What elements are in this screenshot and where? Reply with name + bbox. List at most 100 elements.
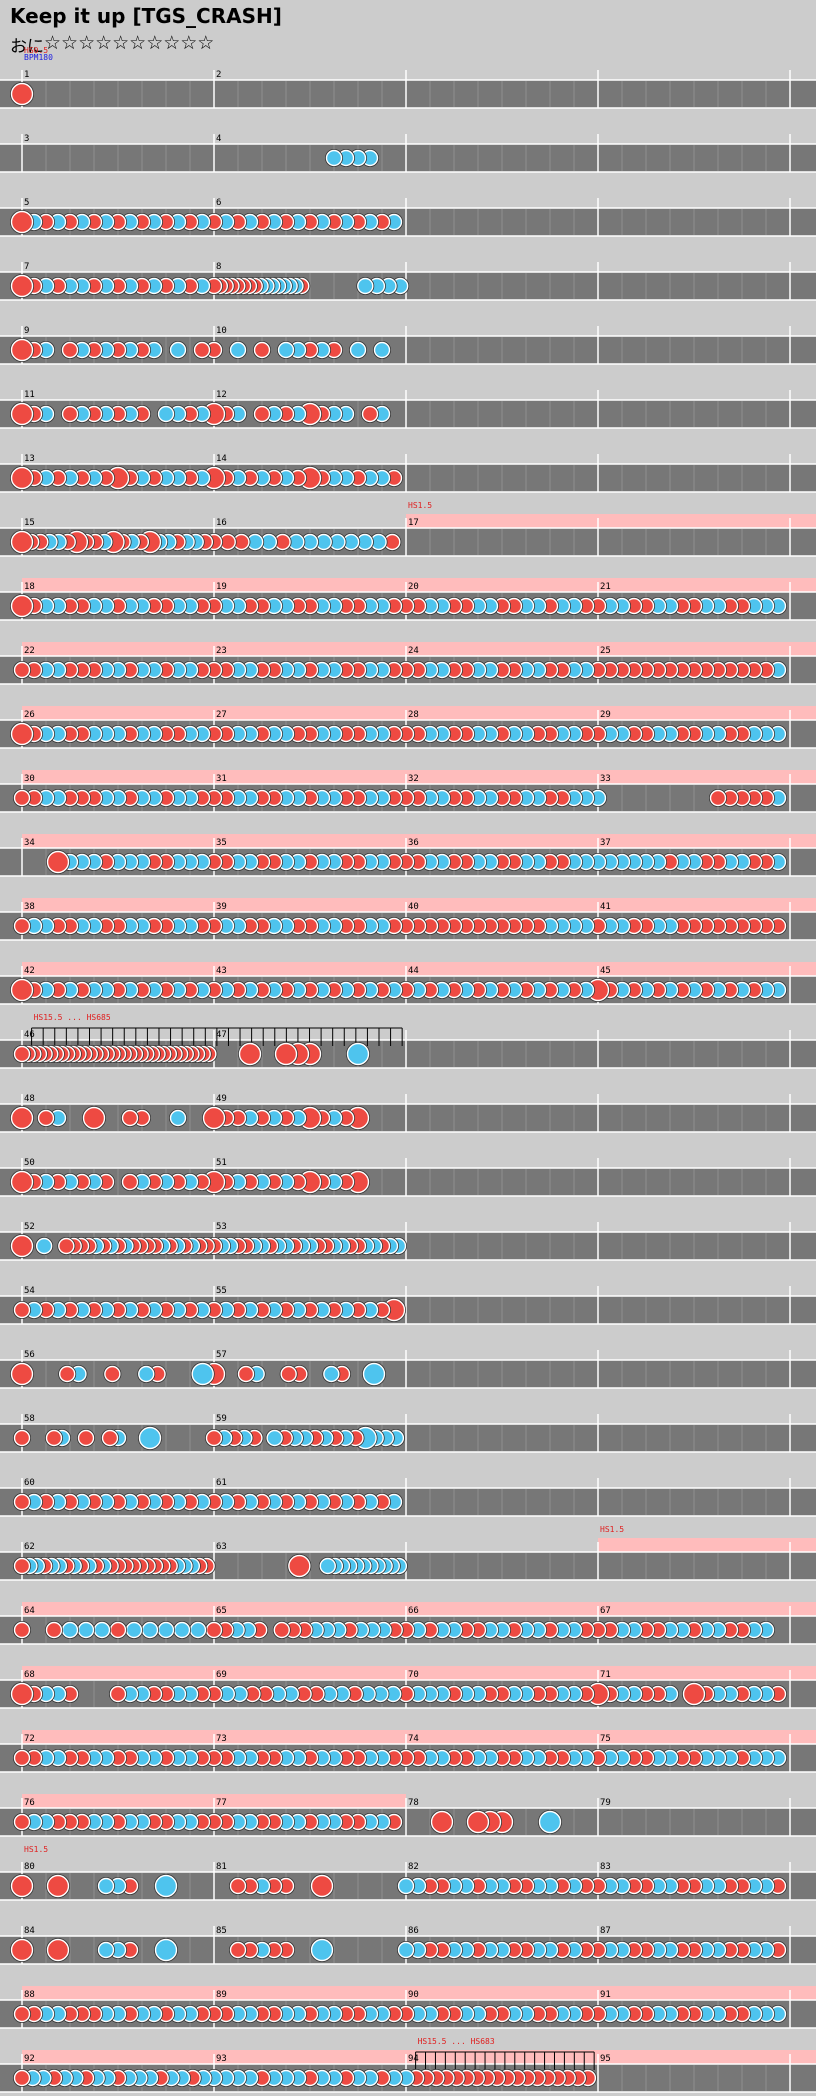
measure-number: 82 xyxy=(408,1862,419,1872)
don-big-note xyxy=(10,82,34,106)
measure-number: 78 xyxy=(408,1798,419,1808)
don-big-note xyxy=(274,1042,298,1066)
don-big-note xyxy=(310,1874,334,1898)
measure-number: 51 xyxy=(216,1158,227,1168)
measure-number: 27 xyxy=(216,710,227,720)
measure-number: 45 xyxy=(600,966,611,976)
don-note xyxy=(121,1173,139,1191)
measure-number: 89 xyxy=(216,1990,227,2000)
don-note xyxy=(109,1621,127,1639)
don-big-note xyxy=(10,530,34,554)
don-big-note xyxy=(10,466,34,490)
ka-note xyxy=(357,277,374,295)
measure-number: 33 xyxy=(600,774,611,784)
note-lane xyxy=(0,144,816,172)
measure-number: 34 xyxy=(24,838,35,848)
measure-number: 95 xyxy=(600,2054,611,2064)
don-big-note xyxy=(10,1874,34,1898)
gogo-band xyxy=(22,1730,816,1744)
gogo-band xyxy=(22,578,816,592)
measure-number: 91 xyxy=(600,1990,611,2000)
scroll-annotation: HS15.5 ... HS683 xyxy=(418,2037,495,2046)
measure-number: 72 xyxy=(24,1734,35,1744)
don-note xyxy=(61,341,79,359)
ka-big-note xyxy=(191,1362,214,1386)
don-big-note xyxy=(466,1810,490,1834)
don-note xyxy=(37,1109,55,1127)
measure-number: 2 xyxy=(216,70,221,80)
ka-big-note xyxy=(346,1042,370,1066)
measure-number: 86 xyxy=(408,1926,419,1936)
measure-number: 24 xyxy=(408,646,419,656)
measure-number: 54 xyxy=(24,1286,35,1296)
measure-number: 6 xyxy=(216,198,221,208)
measure-number: 85 xyxy=(216,1926,227,1936)
don-note xyxy=(58,1365,76,1383)
don-note xyxy=(229,1877,247,1895)
measure-number: 29 xyxy=(600,710,611,720)
don-note xyxy=(13,1749,31,1767)
don-big-note xyxy=(46,850,70,874)
measure-number: 62 xyxy=(24,1542,35,1552)
measure-number: 88 xyxy=(24,1990,35,2000)
don-note xyxy=(13,1045,31,1063)
don-note xyxy=(280,1365,297,1383)
measure-number: 60 xyxy=(24,1478,35,1488)
measure-number: 44 xyxy=(408,966,419,976)
don-big-note xyxy=(10,722,34,746)
don-note xyxy=(709,789,727,807)
measure-number: 28 xyxy=(408,710,419,720)
ka-note xyxy=(93,1621,111,1639)
don-big-note xyxy=(10,1170,34,1194)
scroll-annotation: HS1.5 xyxy=(408,501,432,510)
gogo-band xyxy=(22,1666,816,1680)
don-note xyxy=(205,1429,223,1447)
measure-number: 43 xyxy=(216,966,227,976)
scroll-annotation: HS15.5 ... HS685 xyxy=(34,1013,111,1022)
don-big-note xyxy=(10,1362,34,1386)
don-big-note xyxy=(10,1938,34,1962)
measure-number: 53 xyxy=(216,1222,227,1232)
measure-number: 21 xyxy=(600,582,611,592)
don-big-note xyxy=(10,274,34,298)
measure-number: 94 xyxy=(408,2054,419,2064)
don-note xyxy=(361,405,379,423)
ka-note xyxy=(189,1621,207,1639)
ka-note xyxy=(97,1877,115,1895)
ka-note xyxy=(229,341,247,359)
gogo-band xyxy=(22,962,816,976)
measure-number: 48 xyxy=(24,1094,35,1104)
measure-number: 7 xyxy=(24,262,29,272)
measure-number: 9 xyxy=(24,326,29,336)
don-big-note xyxy=(10,402,34,426)
ka-note xyxy=(138,1365,155,1383)
difficulty-stars: ☆☆☆☆☆☆☆☆☆☆ xyxy=(44,32,215,54)
ka-note xyxy=(35,1237,53,1255)
measure-number: 3 xyxy=(24,134,29,144)
gogo-band xyxy=(22,1602,816,1616)
song-title: Keep it up [TGS_CRASH] xyxy=(10,4,282,28)
don-note xyxy=(273,1621,290,1639)
measure-number: 17 xyxy=(408,518,419,528)
measure-number: 79 xyxy=(600,1798,611,1808)
don-big-note xyxy=(82,1106,106,1130)
measure-number: 30 xyxy=(24,774,35,784)
don-note xyxy=(13,789,31,807)
gogo-band xyxy=(22,770,816,784)
note-lane xyxy=(0,80,816,108)
measure-number: 63 xyxy=(216,1542,227,1552)
measure-number: 84 xyxy=(24,1926,35,1936)
measure-number: 77 xyxy=(216,1798,227,1808)
don-note xyxy=(45,1429,63,1447)
don-big-note xyxy=(10,338,34,362)
measure-number: 76 xyxy=(24,1798,35,1808)
don-big-note xyxy=(10,1106,34,1130)
measure-number: 23 xyxy=(216,646,227,656)
ka-note xyxy=(125,1621,143,1639)
measure-number: 37 xyxy=(600,838,611,848)
don-big-note xyxy=(46,1874,70,1898)
don-note xyxy=(13,1493,31,1511)
measure-number: 32 xyxy=(408,774,419,784)
don-big-note xyxy=(288,1554,311,1578)
